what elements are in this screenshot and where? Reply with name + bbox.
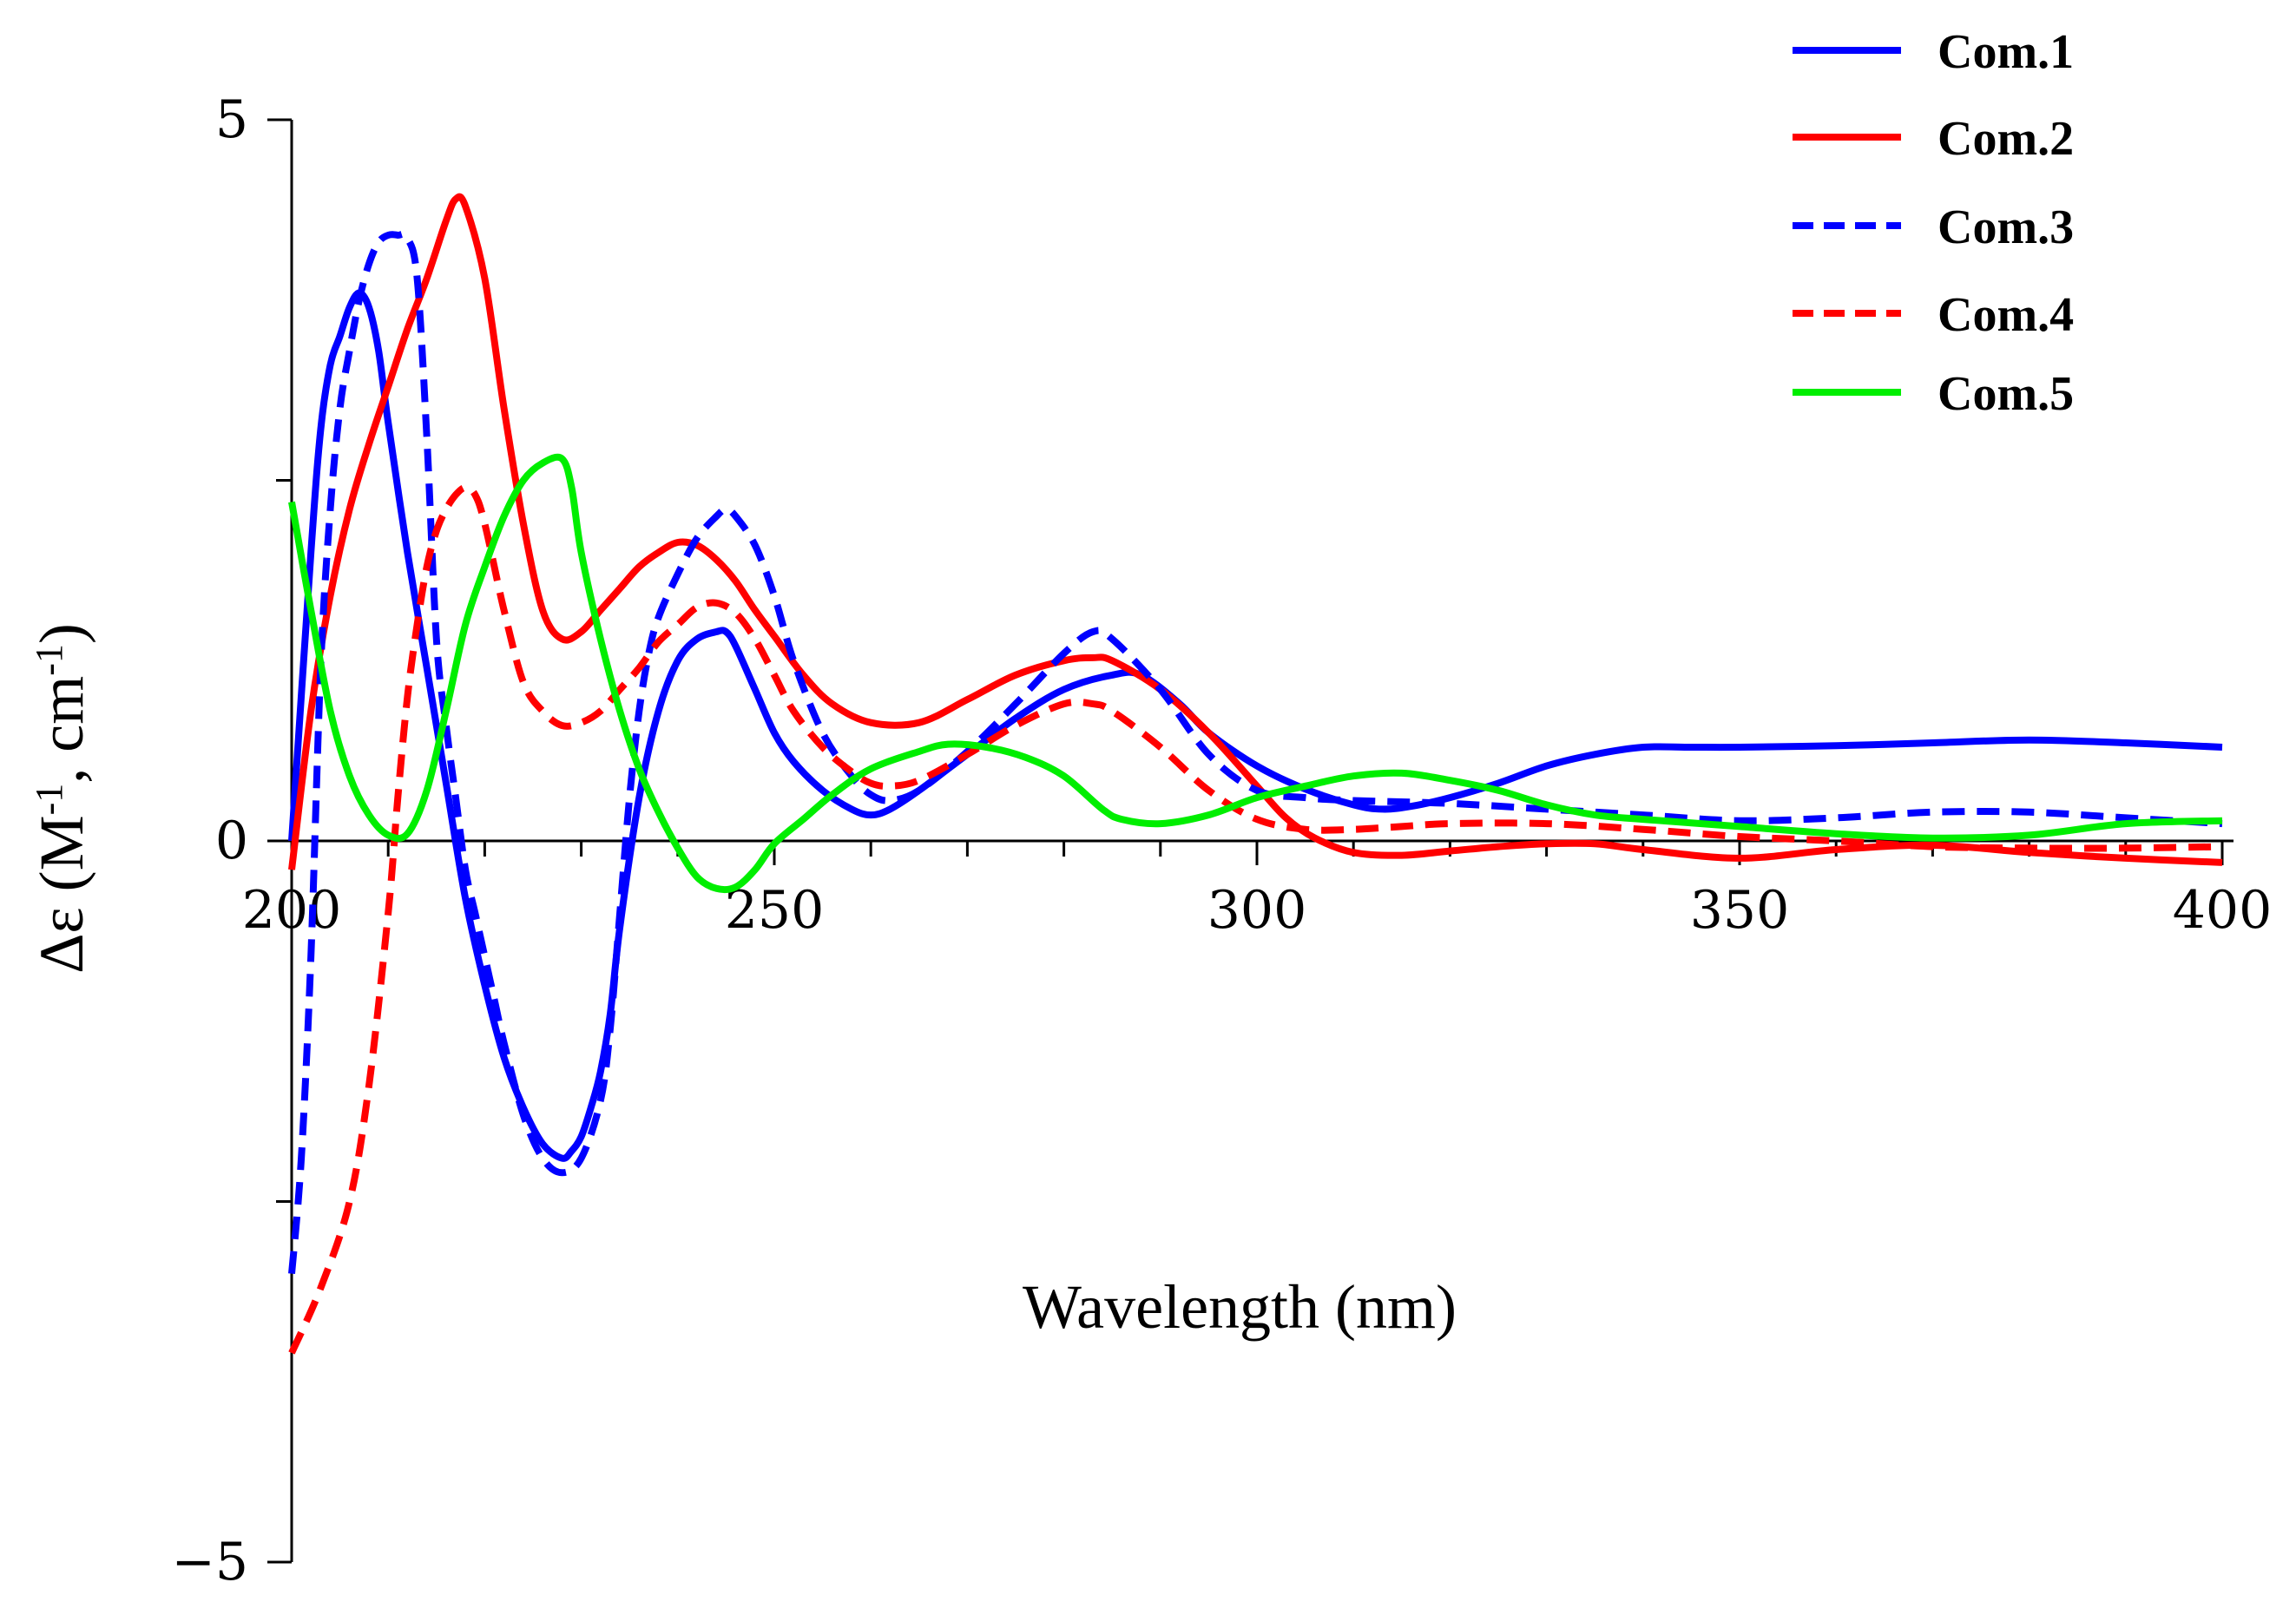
- series-line-com-3: [288, 230, 2223, 1274]
- y-tick-label: −5: [172, 1532, 248, 1592]
- series-line-com-4: [288, 483, 2223, 1355]
- series-line-com-1: [288, 289, 2223, 1162]
- y-axis-title-suffix: ): [27, 623, 96, 644]
- x-tick-labels: 200 250 300 350 400: [242, 880, 2273, 941]
- x-tick-label: 400: [2173, 880, 2273, 941]
- y-tick-label: 0: [215, 811, 248, 871]
- y-axis-title: Δε (M-1, cm-1): [27, 623, 96, 974]
- y-axis-title-mid: , cm: [27, 676, 96, 784]
- y-axis-title-sup2: -1: [28, 644, 70, 676]
- legend-label: Com.3: [1937, 200, 2074, 254]
- x-axis-title: Wavelength (nm): [1023, 1272, 1457, 1342]
- y-axis-title-prefix: Δε (M: [27, 815, 96, 974]
- y-tick-labels: 5 0 −5: [172, 89, 248, 1592]
- series-line-com-5: [288, 453, 2223, 894]
- y-axis-title-sup1: -1: [28, 784, 70, 816]
- legend-label: Com.5: [1937, 367, 2074, 421]
- legend: Com.1 Com.2 Com.3 Com.4 Com.5: [1793, 25, 2074, 421]
- series-group: [288, 193, 2223, 1355]
- legend-label: Com.1: [1937, 25, 2074, 79]
- legend-label: Com.2: [1937, 112, 2074, 166]
- y-tick-label: 5: [215, 89, 248, 150]
- x-tick-label: 300: [1207, 880, 1307, 941]
- x-tick-label: 200: [242, 880, 342, 941]
- legend-label: Com.4: [1937, 288, 2074, 342]
- x-tick-label: 350: [1690, 880, 1790, 941]
- series-line-com-2: [288, 193, 2223, 870]
- x-tick-label: 250: [725, 880, 825, 941]
